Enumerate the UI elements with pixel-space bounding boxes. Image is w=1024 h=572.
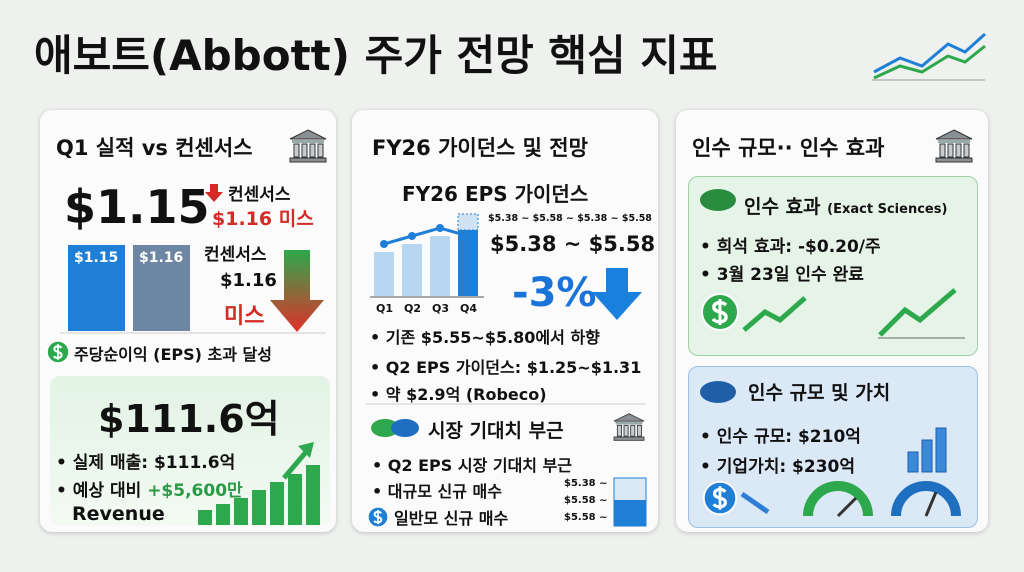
coin-icon: [702, 480, 738, 516]
quarter-label: Q3: [432, 302, 450, 315]
bar-label: $1.16: [139, 250, 184, 266]
eps-actual: $1.15: [64, 180, 210, 234]
mini-label: $5.58 ~: [564, 512, 608, 523]
side-value: $1.16: [220, 270, 277, 291]
change: -3%: [512, 270, 597, 316]
bar: [68, 245, 125, 331]
range-small: $5.38 ~ $5.58 ~ $5.38 ~ $5.58: [488, 213, 652, 224]
coin-icon: [700, 292, 740, 332]
revenue-label: Revenue: [72, 503, 165, 525]
gauges: [803, 481, 961, 518]
bank-icon: [613, 413, 645, 441]
bull-bear-icon: [371, 419, 419, 437]
title-icon: [872, 32, 987, 81]
quarter-label: Q1: [376, 302, 394, 315]
mini-bar: [613, 477, 647, 527]
down-arrow: [592, 268, 642, 320]
scale-bullet: • 기업가치: $230억: [700, 457, 856, 477]
effect-title: 인수 효과 (Exact Sciences): [744, 192, 947, 219]
bar: [133, 245, 190, 331]
side-label: 컨센서스: [204, 245, 267, 265]
up-arrow: [742, 296, 807, 332]
revenue-vs-prefix: • 예상 대비: [56, 481, 142, 501]
scale-title: 인수 규모 및 가치: [748, 382, 891, 404]
scale-bullet: • 인수 규모: $210억: [700, 427, 861, 447]
revenue-actual: • 실제 매출: $111.6억: [56, 453, 236, 473]
consensus-label: 컨센서스: [228, 185, 291, 205]
bank-icon: [289, 129, 327, 163]
up-arrow: [282, 450, 308, 480]
effect-box: [688, 176, 978, 356]
revenue-vs: • 예상 대비 +$5,600만: [56, 476, 243, 501]
bullet: • 약 $2.9억 (Robeco): [370, 385, 547, 404]
bull-icon: [700, 189, 736, 211]
coin-icon: [367, 506, 389, 528]
bar-label: $1.15: [74, 250, 119, 266]
value-bars: [907, 427, 947, 473]
coin-icon: [46, 340, 70, 364]
consensus-miss: $1.16 미스: [212, 208, 314, 230]
effect-bullet: • 희석 효과: -$0.20/주: [700, 237, 881, 257]
bullet: • 기존 $5.55~$5.80에서 하향: [370, 328, 600, 347]
subheading: FY26 EPS 가이던스: [402, 182, 589, 206]
revenue-vs-value: +$5,600만: [147, 481, 243, 501]
title: 애보트(Abbott) 주가 전망 핵심 지표: [34, 31, 718, 80]
bear-icon: [700, 381, 736, 403]
card-heading: 인수 규모·· 인수 효과: [692, 136, 885, 160]
mini-label: $5.58 ~: [564, 495, 608, 506]
quarter-label: Q4: [460, 302, 478, 315]
effect-bullet: • 3월 23일 인수 완료: [700, 265, 864, 285]
card-heading: Q1 실적 vs 컨센서스: [56, 136, 253, 160]
eps-chart: [370, 213, 484, 298]
revenue-bars: [198, 465, 320, 525]
down-arrow: [740, 491, 770, 515]
card-heading: FY26 가이던스 및 전망: [372, 136, 588, 160]
market-bullet: • Q2 EPS 시장 기대치 부근: [372, 456, 573, 475]
revenue-big: $111.6억: [98, 397, 280, 441]
market-bullet: 일반모 신규 매수: [394, 509, 509, 528]
range: $5.38 ~ $5.58: [490, 232, 656, 256]
effect-title-text: 인수 효과: [744, 196, 821, 218]
up-arrow: [878, 288, 957, 337]
mini-label: $5.38 ~: [564, 478, 608, 489]
market-heading: 시장 기대치 부근: [428, 420, 564, 442]
down-arrow: [205, 184, 223, 202]
quarter-label: Q2: [404, 302, 422, 315]
miss-arrow: [270, 250, 324, 332]
bullet: • Q2 EPS 가이던스: $1.25~$1.31: [370, 358, 642, 377]
eps-note: 주당순이익 (EPS) 초과 달성: [74, 345, 272, 364]
side-miss: 미스: [224, 304, 265, 329]
bank-icon: [935, 129, 973, 163]
market-bullet: • 대규모 신규 매수: [372, 482, 502, 501]
card-fy26: [352, 110, 658, 532]
effect-company: (Exact Sciences): [827, 202, 948, 217]
